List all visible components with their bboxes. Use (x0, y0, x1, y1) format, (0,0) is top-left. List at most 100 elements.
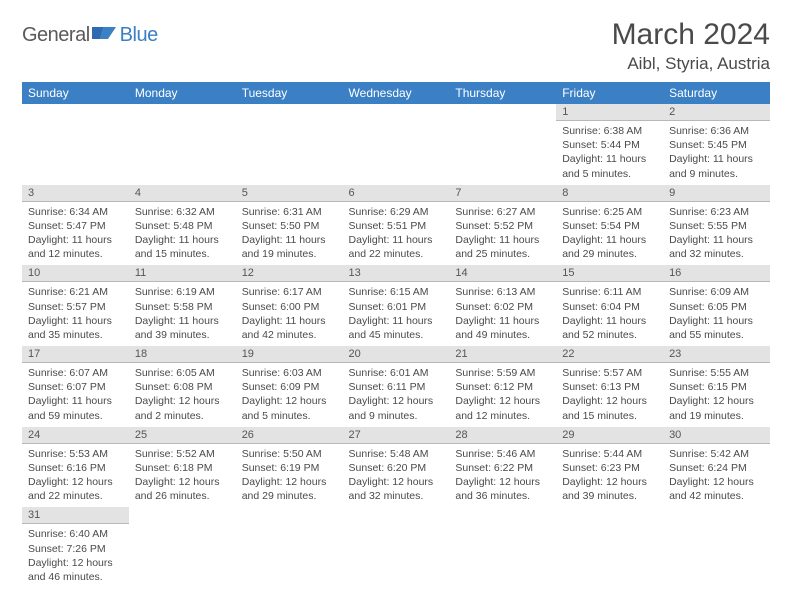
day-ss: Sunset: 6:11 PM (349, 380, 444, 394)
day-d1: Daylight: 11 hours (135, 233, 230, 247)
day-cell: Sunrise: 5:42 AMSunset: 6:24 PMDaylight:… (663, 443, 770, 507)
day-d2: and 39 minutes. (135, 328, 230, 342)
day-cell: Sunrise: 5:55 AMSunset: 6:15 PMDaylight:… (663, 363, 770, 427)
title-block: March 2024 Aibl, Styria, Austria (612, 18, 770, 74)
day-ss: Sunset: 5:57 PM (28, 300, 123, 314)
day-cell: Sunrise: 6:07 AMSunset: 6:07 PMDaylight:… (22, 363, 129, 427)
day-ss: Sunset: 6:15 PM (669, 380, 764, 394)
day-ss: Sunset: 7:26 PM (28, 542, 123, 556)
day-sr: Sunrise: 6:25 AM (562, 205, 657, 219)
day-number: 26 (236, 427, 343, 444)
location: Aibl, Styria, Austria (612, 54, 770, 74)
day-d2: and 19 minutes. (669, 409, 764, 423)
day-cell (449, 121, 556, 185)
day-number: 19 (236, 346, 343, 363)
day-d2: and 22 minutes. (28, 489, 123, 503)
day-sr: Sunrise: 6:15 AM (349, 285, 444, 299)
daynum-row: 31 (22, 507, 770, 524)
day-d1: Daylight: 12 hours (349, 475, 444, 489)
day-d1: Daylight: 11 hours (349, 314, 444, 328)
day-d2: and 15 minutes. (562, 409, 657, 423)
day-cell (236, 121, 343, 185)
day-d2: and 19 minutes. (242, 247, 337, 261)
calendar-header: SundayMondayTuesdayWednesdayThursdayFrid… (22, 82, 770, 104)
day-ss: Sunset: 6:00 PM (242, 300, 337, 314)
day-number: 6 (343, 185, 450, 202)
day-number: 12 (236, 265, 343, 282)
day-d2: and 55 minutes. (669, 328, 764, 342)
daynum-row: 10111213141516 (22, 265, 770, 282)
day-ss: Sunset: 6:20 PM (349, 461, 444, 475)
day-cell: Sunrise: 6:31 AMSunset: 5:50 PMDaylight:… (236, 201, 343, 265)
day-sr: Sunrise: 6:27 AM (455, 205, 550, 219)
day-number: 25 (129, 427, 236, 444)
calendar-table: SundayMondayTuesdayWednesdayThursdayFrid… (22, 82, 770, 588)
day-d2: and 12 minutes. (455, 409, 550, 423)
day-sr: Sunrise: 5:59 AM (455, 366, 550, 380)
daynum-row: 17181920212223 (22, 346, 770, 363)
day-number: 18 (129, 346, 236, 363)
day-ss: Sunset: 5:47 PM (28, 219, 123, 233)
day-d2: and 39 minutes. (562, 489, 657, 503)
day-d1: Daylight: 11 hours (349, 233, 444, 247)
day-number: 9 (663, 185, 770, 202)
day-cell: Sunrise: 6:27 AMSunset: 5:52 PMDaylight:… (449, 201, 556, 265)
weekday-header: Tuesday (236, 82, 343, 104)
day-ss: Sunset: 6:19 PM (242, 461, 337, 475)
day-number: 30 (663, 427, 770, 444)
day-sr: Sunrise: 5:46 AM (455, 447, 550, 461)
weekday-header: Wednesday (343, 82, 450, 104)
day-sr: Sunrise: 6:34 AM (28, 205, 123, 219)
day-d2: and 26 minutes. (135, 489, 230, 503)
day-ss: Sunset: 6:23 PM (562, 461, 657, 475)
day-d1: Daylight: 11 hours (562, 233, 657, 247)
day-number: 4 (129, 185, 236, 202)
weekday-header: Thursday (449, 82, 556, 104)
day-cell: Sunrise: 6:34 AMSunset: 5:47 PMDaylight:… (22, 201, 129, 265)
weekday-header: Friday (556, 82, 663, 104)
day-d2: and 46 minutes. (28, 570, 123, 584)
day-number: 5 (236, 185, 343, 202)
day-number: 17 (22, 346, 129, 363)
day-cell: Sunrise: 6:03 AMSunset: 6:09 PMDaylight:… (236, 363, 343, 427)
logo: General Blue (22, 24, 158, 47)
day-number: 24 (22, 427, 129, 444)
day-cell: Sunrise: 6:32 AMSunset: 5:48 PMDaylight:… (129, 201, 236, 265)
content-row: Sunrise: 5:53 AMSunset: 6:16 PMDaylight:… (22, 443, 770, 507)
day-number (129, 507, 236, 524)
day-number: 16 (663, 265, 770, 282)
day-ss: Sunset: 6:13 PM (562, 380, 657, 394)
day-d2: and 29 minutes. (242, 489, 337, 503)
day-d1: Daylight: 12 hours (669, 475, 764, 489)
day-d1: Daylight: 11 hours (562, 152, 657, 166)
day-cell (129, 524, 236, 588)
flag-icon (90, 25, 118, 43)
content-row: Sunrise: 6:40 AMSunset: 7:26 PMDaylight:… (22, 524, 770, 588)
day-cell: Sunrise: 6:11 AMSunset: 6:04 PMDaylight:… (556, 282, 663, 346)
day-d2: and 22 minutes. (349, 247, 444, 261)
day-d1: Daylight: 11 hours (28, 314, 123, 328)
day-ss: Sunset: 5:51 PM (349, 219, 444, 233)
day-cell: Sunrise: 5:46 AMSunset: 6:22 PMDaylight:… (449, 443, 556, 507)
content-row: Sunrise: 6:07 AMSunset: 6:07 PMDaylight:… (22, 363, 770, 427)
day-d1: Daylight: 12 hours (562, 394, 657, 408)
day-d2: and 5 minutes. (562, 167, 657, 181)
day-cell (236, 524, 343, 588)
day-cell (449, 524, 556, 588)
day-number: 13 (343, 265, 450, 282)
day-cell (343, 121, 450, 185)
day-d1: Daylight: 12 hours (455, 475, 550, 489)
daynum-row: 3456789 (22, 185, 770, 202)
day-cell: Sunrise: 6:29 AMSunset: 5:51 PMDaylight:… (343, 201, 450, 265)
month-title: March 2024 (612, 18, 770, 52)
day-ss: Sunset: 6:22 PM (455, 461, 550, 475)
day-cell (129, 121, 236, 185)
day-cell: Sunrise: 5:50 AMSunset: 6:19 PMDaylight:… (236, 443, 343, 507)
day-number: 21 (449, 346, 556, 363)
day-cell: Sunrise: 6:40 AMSunset: 7:26 PMDaylight:… (22, 524, 129, 588)
day-d1: Daylight: 11 hours (669, 152, 764, 166)
day-d1: Daylight: 11 hours (562, 314, 657, 328)
day-ss: Sunset: 5:45 PM (669, 138, 764, 152)
day-d2: and 35 minutes. (28, 328, 123, 342)
day-number (449, 104, 556, 121)
